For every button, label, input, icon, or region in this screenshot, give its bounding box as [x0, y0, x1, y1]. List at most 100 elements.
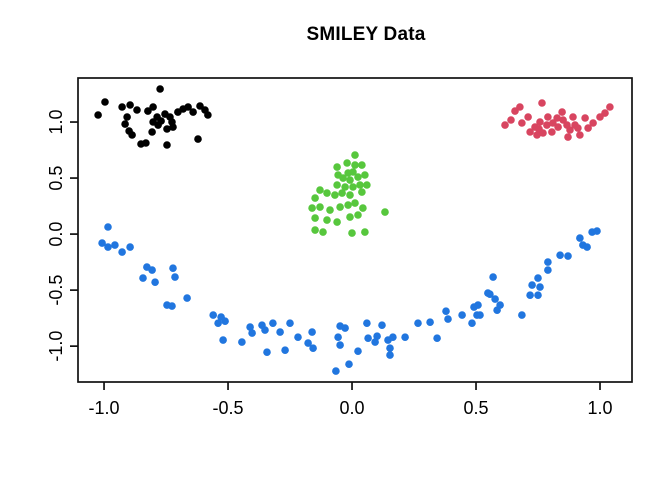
data-point-mouth-cluster	[526, 291, 534, 300]
data-point-nose-cluster	[311, 194, 319, 202]
data-point-right-eye-cluster	[589, 119, 597, 127]
data-point-mouth-cluster	[104, 243, 112, 251]
data-point-right-eye-cluster	[553, 114, 561, 122]
data-point-right-eye-cluster	[574, 124, 582, 132]
data-point-right-eye-cluster	[581, 114, 589, 122]
data-point-mouth-cluster	[433, 334, 441, 343]
data-point-right-eye-cluster	[569, 113, 577, 121]
data-point-mouth-cluster	[364, 334, 372, 343]
data-point-nose-cluster	[358, 188, 366, 196]
data-point-mouth-cluster	[269, 319, 277, 328]
data-point-mouth-cluster	[214, 319, 222, 328]
data-point-mouth-cluster	[518, 311, 526, 319]
data-point-right-eye-cluster	[601, 109, 609, 117]
data-point-mouth-cluster	[363, 319, 371, 328]
data-point-mouth-cluster	[139, 274, 147, 282]
data-point-right-eye-cluster	[538, 99, 546, 107]
data-point-nose-cluster	[349, 168, 357, 176]
data-point-mouth-cluster	[169, 264, 177, 273]
data-point-nose-cluster	[361, 228, 369, 236]
y-axis-tick-label: 0.5	[46, 166, 66, 191]
data-point-left-eye-cluster	[149, 103, 157, 111]
data-point-nose-cluster	[348, 229, 356, 237]
data-point-left-eye-cluster	[168, 118, 176, 126]
data-point-nose-cluster	[358, 161, 366, 169]
data-point-mouth-cluster	[444, 315, 452, 323]
data-point-right-eye-cluster	[558, 108, 566, 116]
data-point-mouth-cluster	[332, 367, 340, 375]
data-point-nose-cluster	[354, 211, 362, 219]
data-point-nose-cluster	[316, 186, 324, 194]
data-point-left-eye-cluster	[142, 139, 150, 147]
data-point-mouth-cluster	[183, 294, 191, 302]
data-point-mouth-cluster	[168, 302, 176, 310]
data-point-nose-cluster	[351, 199, 359, 207]
data-point-mouth-cluster	[126, 243, 134, 251]
data-point-nose-cluster	[354, 173, 362, 181]
data-point-nose-cluster	[346, 213, 354, 221]
data-point-mouth-cluster	[354, 347, 362, 356]
data-point-mouth-cluster	[576, 234, 584, 242]
data-point-right-eye-cluster	[548, 128, 556, 136]
data-point-mouth-cluster	[373, 332, 381, 341]
data-point-right-eye-cluster	[526, 128, 534, 136]
data-point-right-eye-cluster	[543, 121, 551, 129]
data-point-mouth-cluster	[345, 360, 353, 369]
data-point-right-eye-cluster	[507, 116, 515, 124]
data-point-nose-cluster	[359, 204, 367, 212]
data-point-nose-cluster	[311, 226, 319, 234]
y-axis-tick-label: 0.0	[46, 222, 66, 247]
data-point-mouth-cluster	[276, 328, 284, 336]
data-point-left-eye-cluster	[189, 108, 197, 116]
data-point-left-eye-cluster	[101, 98, 109, 106]
data-point-mouth-cluster	[371, 338, 379, 346]
data-point-mouth-cluster	[221, 317, 229, 326]
data-point-mouth-cluster	[171, 273, 179, 281]
data-point-left-eye-cluster	[163, 125, 171, 133]
data-point-nose-cluster	[356, 181, 364, 189]
data-point-right-eye-cluster	[554, 123, 562, 131]
data-point-mouth-cluster	[219, 336, 227, 344]
data-point-right-eye-cluster	[549, 119, 557, 127]
data-point-mouth-cluster	[341, 324, 349, 332]
data-point-mouth-cluster	[468, 319, 476, 328]
data-point-nose-cluster	[336, 203, 344, 211]
data-point-mouth-cluster	[414, 319, 422, 328]
data-point-mouth-cluster	[474, 301, 482, 309]
data-point-mouth-cluster	[536, 283, 544, 291]
data-point-mouth-cluster	[209, 311, 217, 319]
data-point-nose-cluster	[333, 163, 341, 171]
data-point-left-eye-cluster	[94, 111, 102, 119]
data-point-mouth-cluster	[544, 266, 552, 274]
data-point-mouth-cluster	[476, 311, 484, 319]
data-point-nose-cluster	[363, 181, 371, 189]
data-point-left-eye-cluster	[121, 120, 129, 128]
data-point-right-eye-cluster	[539, 129, 547, 137]
data-point-mouth-cluster	[111, 241, 119, 249]
data-point-nose-cluster	[361, 171, 369, 179]
x-axis-tick-label: 0.5	[464, 398, 489, 418]
data-point-right-eye-cluster	[576, 131, 584, 139]
x-axis-tick-label: -0.5	[213, 398, 244, 418]
data-point-mouth-cluster	[248, 329, 256, 337]
data-point-mouth-cluster	[336, 341, 344, 349]
data-point-right-eye-cluster	[524, 113, 532, 121]
data-point-mouth-cluster	[458, 311, 466, 319]
data-point-nose-cluster	[344, 201, 352, 209]
data-point-left-eye-cluster	[156, 85, 164, 93]
data-point-mouth-cluster	[386, 344, 394, 353]
data-point-left-eye-cluster	[118, 103, 126, 111]
data-point-mouth-cluster	[489, 273, 497, 281]
data-point-mouth-cluster	[118, 248, 126, 256]
x-axis-tick-label: 0.0	[340, 398, 365, 418]
data-point-mouth-cluster	[294, 333, 302, 342]
data-point-left-eye-cluster	[133, 106, 141, 114]
data-point-nose-cluster	[333, 218, 341, 226]
data-point-mouth-cluster	[378, 321, 386, 330]
data-point-right-eye-cluster	[516, 103, 524, 111]
data-point-right-eye-cluster	[501, 121, 509, 129]
data-point-mouth-cluster	[426, 318, 434, 327]
data-point-nose-cluster	[351, 151, 359, 159]
data-point-nose-cluster	[326, 206, 334, 214]
